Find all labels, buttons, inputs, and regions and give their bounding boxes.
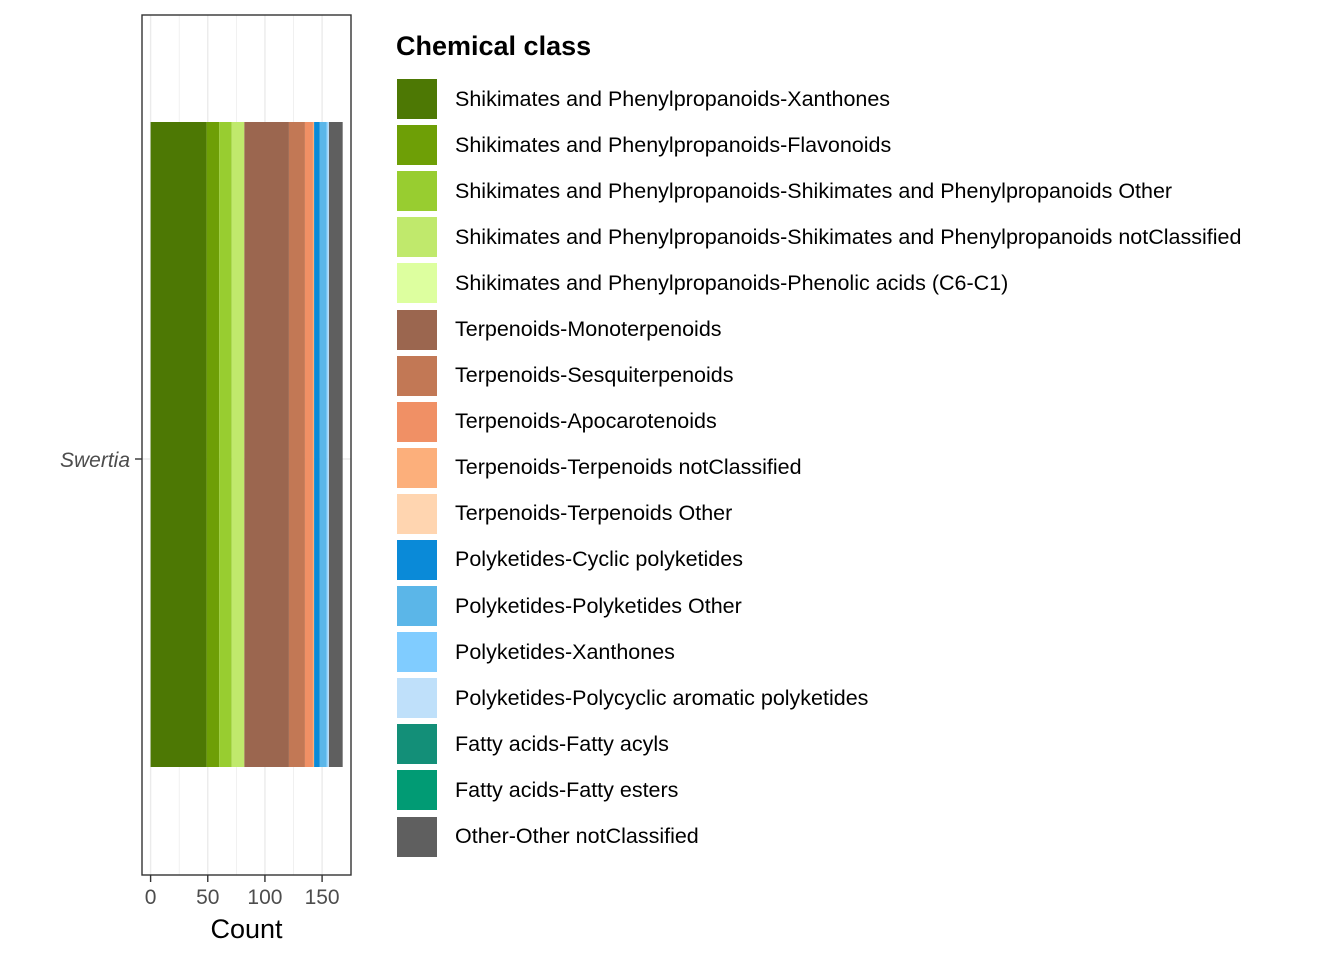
legend-item: Polyketides-Xanthones [396, 629, 1241, 675]
legend-key-swatch [396, 446, 438, 489]
y-axis: Swertia [60, 449, 142, 472]
bar-segment [288, 122, 305, 767]
legend-key-swatch [396, 308, 438, 351]
legend-label: Terpenoids-Terpenoids Other [455, 501, 733, 526]
legend-key-swatch [396, 769, 438, 812]
legend-key-swatch [396, 723, 438, 766]
legend-label: Terpenoids-Apocarotenoids [455, 409, 717, 434]
legend-label: Polyketides-Cyclic polyketides [455, 547, 743, 572]
plot-border [141, 14, 352, 876]
legend-label: Fatty acids-Fatty esters [455, 777, 679, 802]
bar-segment [219, 122, 232, 767]
legend-items: Shikimates and Phenylpropanoids-Xanthone… [396, 76, 1241, 860]
chart-panel: 0 50 100 150 Swertia Count [60, 14, 352, 944]
legend-label: Shikimates and Phenylpropanoids-Xanthone… [455, 86, 891, 111]
legend-item: Fatty acids-Fatty esters [396, 767, 1241, 813]
legend-item: Shikimates and Phenylpropanoids-Phenolic… [396, 260, 1241, 306]
legend-key-swatch [396, 124, 438, 167]
x-tick-label: 150 [305, 886, 340, 909]
legend-label: Other-Other notClassified [455, 824, 699, 849]
stacked-bars [150, 122, 343, 767]
y-tick-label: Swertia [60, 449, 130, 472]
legend-item: Shikimates and Phenylpropanoids-Shikimat… [396, 168, 1241, 214]
x-tick-label: 50 [196, 886, 219, 909]
bar-segment [326, 122, 328, 767]
legend-label: Polyketides-Xanthones [455, 639, 675, 664]
bar-segment [327, 122, 329, 767]
legend-key-swatch [396, 400, 438, 443]
legend-key-swatch [396, 538, 438, 581]
legend-label: Shikimates and Phenylpropanoids-Flavonoi… [455, 132, 892, 157]
legend-key-swatch [396, 262, 438, 305]
bar-segment [319, 122, 327, 767]
legend-label: Terpenoids-Sesquiterpenoids [455, 363, 734, 388]
legend-item: Shikimates and Phenylpropanoids-Flavonoi… [396, 122, 1241, 168]
legend-label: Shikimates and Phenylpropanoids-Shikimat… [455, 224, 1242, 249]
bar-segment [312, 122, 315, 767]
legend-item: Terpenoids-Monoterpenoids [396, 306, 1241, 352]
legend-item: Polyketides-Cyclic polyketides [396, 537, 1241, 583]
legend-item: Terpenoids-Terpenoids notClassified [396, 445, 1241, 491]
legend-title: Chemical class [396, 31, 592, 61]
legend-item: Shikimates and Phenylpropanoids-Shikimat… [396, 214, 1241, 260]
bar-segment [304, 122, 313, 767]
bar-segment [231, 122, 245, 767]
legend-label: Terpenoids-Monoterpenoids [455, 317, 722, 342]
legend-key-swatch [396, 216, 438, 259]
bar-segment [328, 122, 343, 767]
legend-key-swatch [396, 631, 438, 674]
legend-item: Terpenoids-Apocarotenoids [396, 399, 1241, 445]
legend-key-swatch [396, 585, 438, 628]
legend-item: Terpenoids-Sesquiterpenoids [396, 353, 1241, 399]
legend-item: Fatty acids-Fatty acyls [396, 721, 1241, 767]
legend-item: Terpenoids-Terpenoids Other [396, 491, 1241, 537]
legend-key-swatch [396, 492, 438, 535]
x-axis: 0 50 100 150 [145, 875, 340, 909]
legend-item: Shikimates and Phenylpropanoids-Xanthone… [396, 76, 1241, 122]
legend-key-swatch [396, 354, 438, 397]
legend-label: Shikimates and Phenylpropanoids-Shikimat… [455, 178, 1173, 203]
legend-item: Other-Other notClassified [396, 814, 1241, 860]
x-tick-label: 100 [247, 886, 282, 909]
legend-item: Polyketides-Polycyclic aromatic polyketi… [396, 675, 1241, 721]
legend-label: Shikimates and Phenylpropanoids-Phenolic… [455, 270, 1009, 295]
bar-segment [244, 122, 289, 767]
bar-segment [150, 122, 207, 767]
bar-segment [206, 122, 220, 767]
x-tick-label: 0 [145, 886, 157, 909]
legend-key-swatch [396, 170, 438, 213]
legend-key-swatch [396, 78, 438, 121]
legend-item: Polyketides-Polyketides Other [396, 583, 1241, 629]
legend-label: Fatty acids-Fatty acyls [455, 731, 669, 756]
legend-label: Polyketides-Polycyclic aromatic polyketi… [455, 685, 869, 710]
legend-label: Polyketides-Polyketides Other [455, 593, 742, 618]
legend: Chemical class Shikimates and Phenylprop… [396, 28, 1241, 860]
legend-label: Terpenoids-Terpenoids notClassified [455, 455, 802, 480]
legend-key-swatch [396, 815, 438, 858]
legend-key-swatch [396, 677, 438, 720]
bar-segment [314, 122, 320, 767]
x-axis-title: Count [210, 914, 283, 944]
